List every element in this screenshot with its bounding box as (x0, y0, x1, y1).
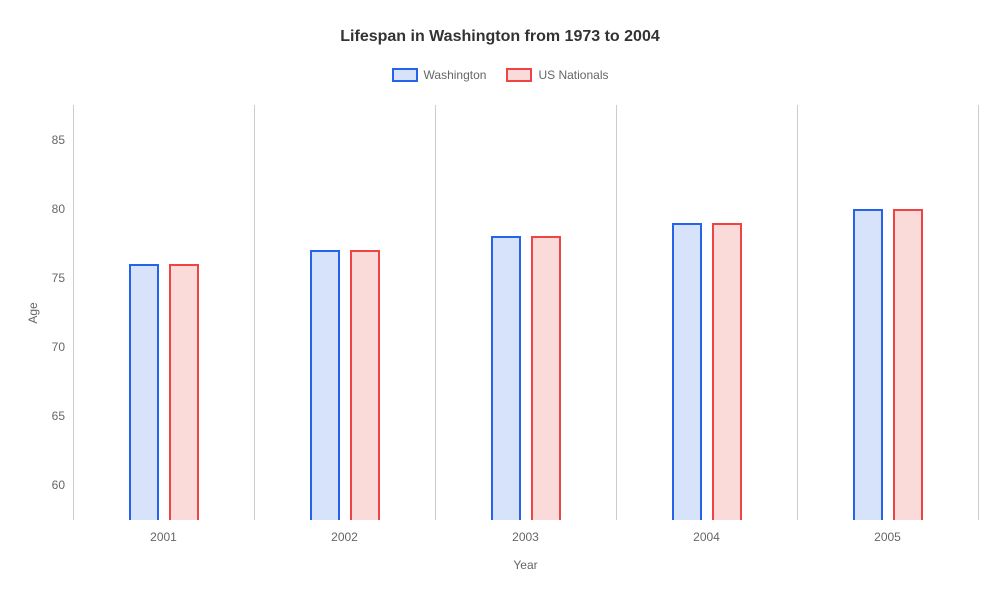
legend-swatch-us-nationals (506, 68, 532, 82)
legend-item-washington: Washington (392, 68, 487, 82)
gridline-vertical (978, 105, 979, 520)
x-tick-label: 2004 (693, 520, 720, 544)
gridline-vertical (435, 105, 436, 520)
legend: Washington US Nationals (0, 68, 1000, 82)
x-tick-label: 2005 (874, 520, 901, 544)
y-tick-label: 75 (52, 271, 73, 285)
x-axis-label: Year (513, 558, 537, 572)
x-tick-label: 2003 (512, 520, 539, 544)
gridline-vertical (797, 105, 798, 520)
y-tick-label: 60 (52, 478, 73, 492)
legend-label-washington: Washington (424, 68, 487, 82)
bar (531, 236, 561, 520)
bar (712, 223, 742, 520)
bar (169, 264, 199, 520)
legend-item-us-nationals: US Nationals (506, 68, 608, 82)
bar (491, 236, 521, 520)
legend-label-us-nationals: US Nationals (538, 68, 608, 82)
gridline-vertical (254, 105, 255, 520)
legend-swatch-washington (392, 68, 418, 82)
chart-title: Lifespan in Washington from 1973 to 2004 (0, 0, 1000, 46)
y-tick-label: 85 (52, 133, 73, 147)
chart-container: Lifespan in Washington from 1973 to 2004… (0, 0, 1000, 600)
y-tick-label: 70 (52, 340, 73, 354)
plot-area: 60657075808520012002200320042005 (73, 105, 978, 520)
gridline-vertical (73, 105, 74, 520)
bar (350, 250, 380, 520)
x-tick-label: 2002 (331, 520, 358, 544)
bar (672, 223, 702, 520)
y-axis-label: Age (26, 302, 40, 323)
y-tick-label: 65 (52, 409, 73, 423)
bar (853, 209, 883, 520)
bar (129, 264, 159, 520)
bar (893, 209, 923, 520)
x-tick-label: 2001 (150, 520, 177, 544)
bar (310, 250, 340, 520)
y-tick-label: 80 (52, 202, 73, 216)
gridline-vertical (616, 105, 617, 520)
